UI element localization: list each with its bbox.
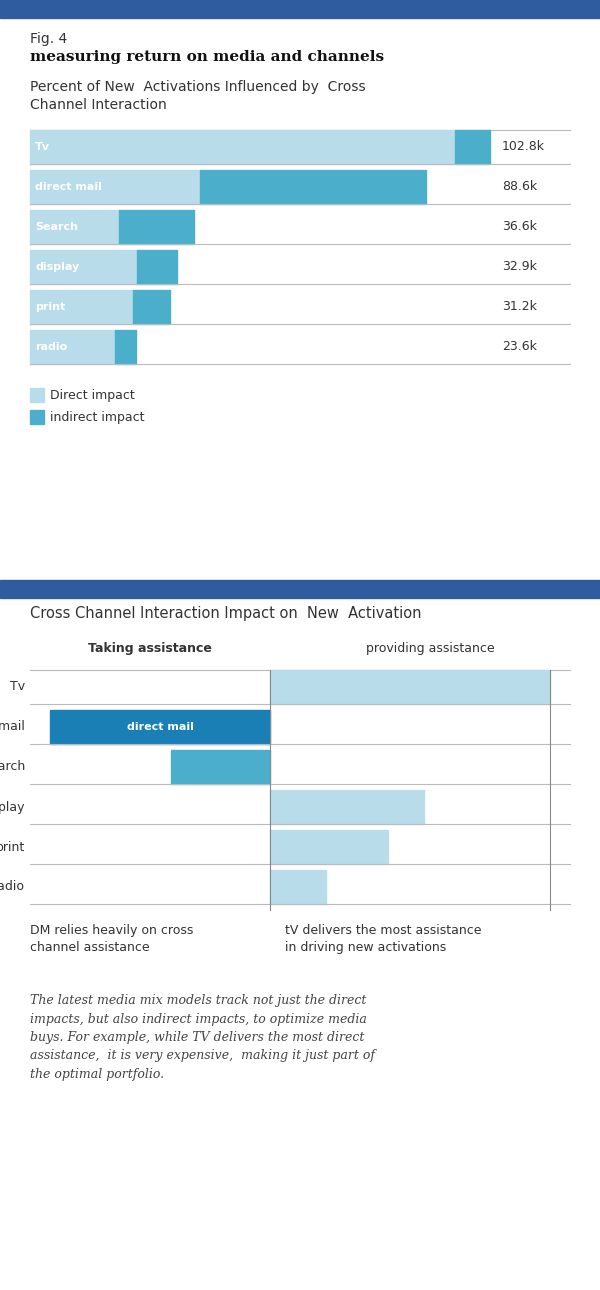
Bar — [133, 290, 170, 324]
Text: print: print — [35, 302, 65, 312]
Text: measuring return on media and channels: measuring return on media and channels — [30, 50, 384, 64]
Bar — [30, 170, 200, 204]
Bar — [30, 130, 455, 164]
Text: 32.9k: 32.9k — [502, 261, 537, 273]
Text: display: display — [35, 262, 79, 272]
Bar — [270, 670, 550, 704]
Bar — [171, 749, 270, 784]
Text: print: print — [0, 841, 25, 854]
Bar — [270, 789, 424, 824]
Bar — [200, 170, 427, 204]
Bar — [30, 410, 44, 424]
Bar — [455, 130, 490, 164]
Text: 88.6k: 88.6k — [502, 181, 537, 194]
Text: Tv: Tv — [35, 142, 50, 152]
Text: 23.6k: 23.6k — [502, 341, 537, 353]
Text: display: display — [0, 801, 25, 814]
Bar — [30, 330, 115, 364]
Bar — [30, 290, 133, 324]
Text: direct mail: direct mail — [0, 721, 25, 734]
Bar — [50, 710, 270, 744]
Text: tV delivers the most assistance
in driving new activations: tV delivers the most assistance in drivi… — [285, 924, 482, 955]
Text: 31.2k: 31.2k — [502, 301, 537, 313]
Text: providing assistance: providing assistance — [365, 642, 494, 655]
Bar — [270, 829, 388, 864]
Text: DM relies heavily on cross
channel assistance: DM relies heavily on cross channel assis… — [30, 924, 193, 955]
Bar — [0, 0, 600, 18]
Text: indirect impact: indirect impact — [50, 410, 145, 423]
Bar — [119, 210, 194, 244]
Text: Direct impact: Direct impact — [50, 388, 135, 401]
Text: Fig. 4: Fig. 4 — [30, 32, 67, 46]
Text: radio: radio — [0, 881, 25, 894]
Bar — [30, 250, 137, 284]
Bar — [30, 388, 44, 402]
Text: 102.8k: 102.8k — [502, 141, 545, 154]
Bar — [270, 869, 326, 904]
Text: Search: Search — [35, 222, 78, 232]
Bar — [137, 250, 177, 284]
Text: Tv: Tv — [10, 681, 25, 694]
Bar — [0, 580, 600, 599]
Bar — [30, 210, 119, 244]
Bar — [115, 330, 136, 364]
Text: Cross Channel Interaction Impact on  New  Activation: Cross Channel Interaction Impact on New … — [30, 606, 421, 620]
Text: Percent of New  Activations Influenced by  Cross
Channel Interaction: Percent of New Activations Influenced by… — [30, 80, 365, 112]
Text: direct mail: direct mail — [35, 182, 102, 192]
Text: Search: Search — [0, 761, 25, 774]
Text: radio: radio — [35, 342, 67, 352]
Text: Taking assistance: Taking assistance — [88, 642, 212, 655]
Text: direct mail: direct mail — [127, 722, 193, 731]
Text: 36.6k: 36.6k — [502, 221, 537, 233]
Text: The latest media mix models track not just the direct
impacts, but also indirect: The latest media mix models track not ju… — [30, 995, 375, 1081]
